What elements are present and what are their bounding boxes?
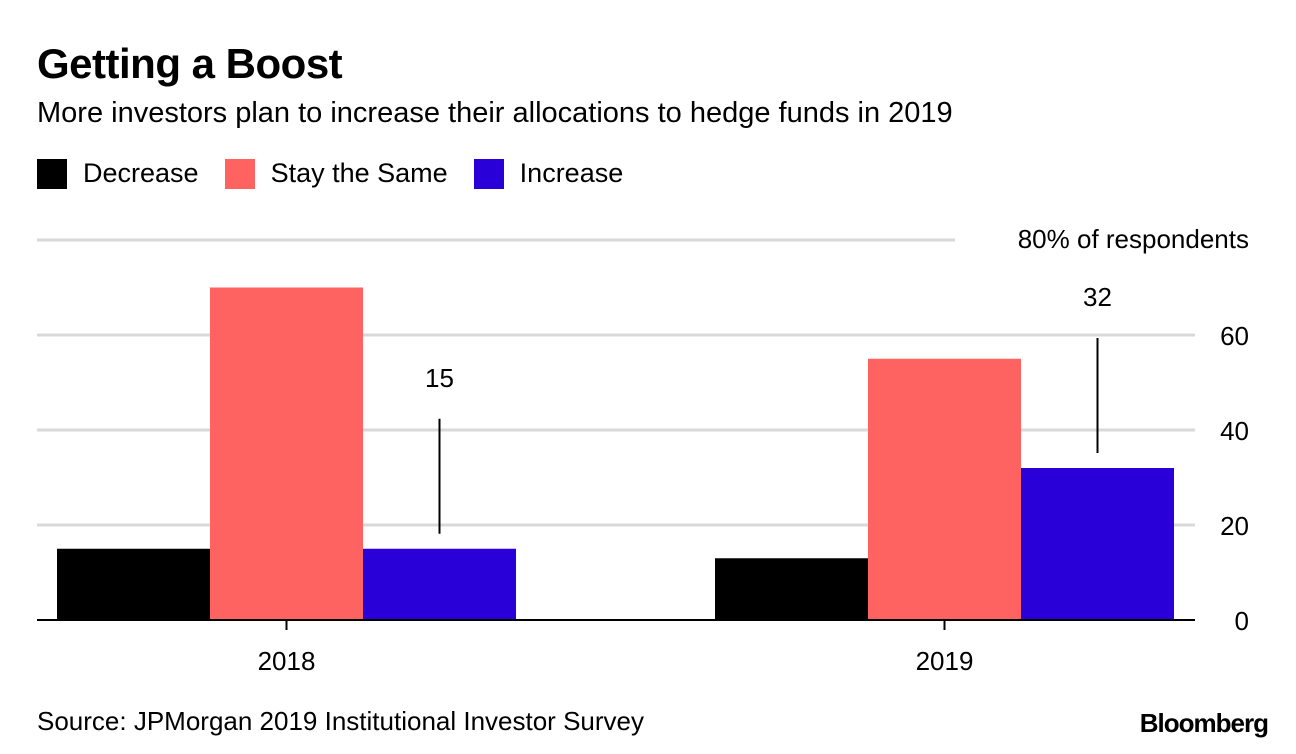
chart-title: Getting a Boost <box>37 40 343 87</box>
legend-swatch <box>224 158 255 189</box>
bar-decrease-2019 <box>715 558 868 620</box>
y-tick-label: 0 <box>1235 606 1249 636</box>
legend: Decrease Stay the Same Increase <box>37 158 649 189</box>
data-label: 32 <box>1083 282 1112 312</box>
y-tick-label: 20 <box>1220 511 1249 541</box>
bar-decrease-2018 <box>57 548 210 620</box>
legend-item-stay: Stay the Same <box>224 158 448 189</box>
legend-label: Increase <box>519 158 624 188</box>
y-tick-label: 60 <box>1220 321 1249 351</box>
x-tick-label: 2018 <box>258 646 316 676</box>
source-note: Source: JPMorgan 2019 Institutional Inve… <box>37 706 644 736</box>
legend-swatch <box>37 158 67 189</box>
bar-stay-the-same-2019 <box>868 358 1021 620</box>
legend-swatch <box>473 158 504 189</box>
data-label: 15 <box>425 363 454 393</box>
bar-increase-2019 <box>1021 468 1174 620</box>
chart-subtitle: More investors plan to increase their al… <box>37 97 953 129</box>
y-tick-label: 40 <box>1220 416 1249 446</box>
legend-item-decrease: Decrease <box>37 158 199 189</box>
bar-stay-the-same-2018 <box>210 287 363 620</box>
legend-label: Decrease <box>83 158 199 188</box>
legend-item-increase: Increase <box>473 158 624 189</box>
bloomberg-logo: Bloomberg <box>1139 708 1269 738</box>
legend-label: Stay the Same <box>270 158 448 188</box>
bar-increase-2018 <box>363 548 516 620</box>
y-tick-label: 80% of respondents <box>1018 224 1249 254</box>
x-tick-label: 2019 <box>916 646 974 676</box>
